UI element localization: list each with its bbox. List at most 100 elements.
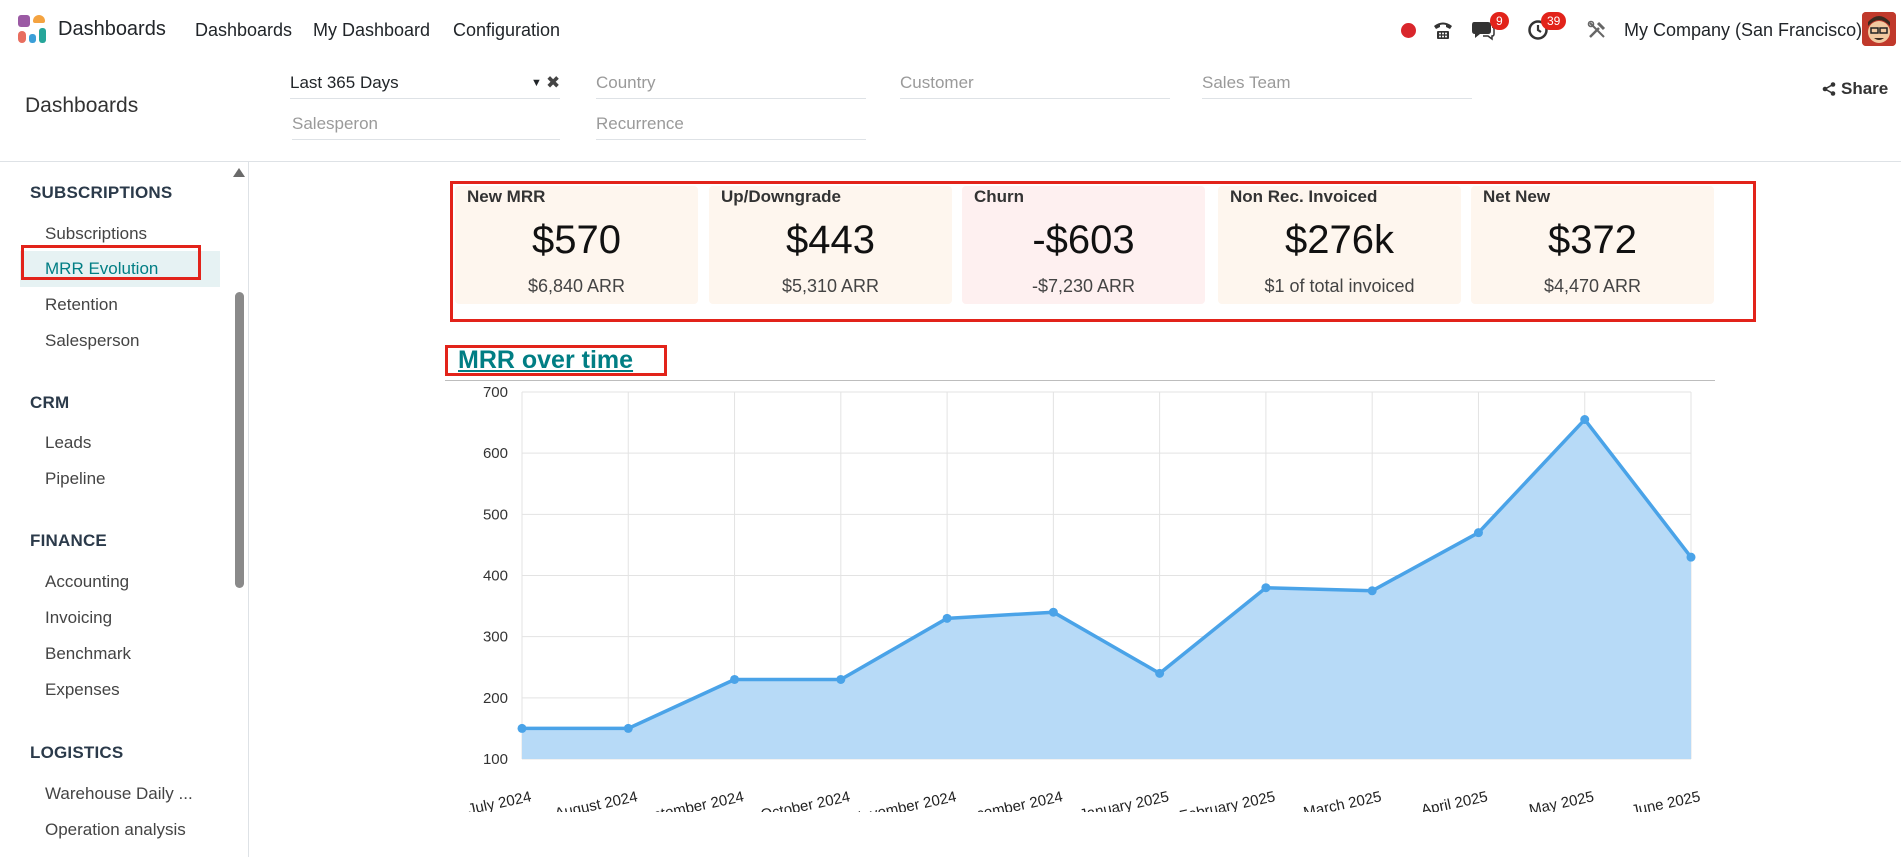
y-tick-label: 600 [483,445,508,462]
sidebar-item-retention[interactable]: Retention [45,295,118,314]
kpi-label: New MRR [467,187,546,206]
kpi-value: $570 [532,218,621,262]
kpi-subvalue: -$7,230 ARR [1031,276,1136,296]
sidebar-item-subscriptions[interactable]: Subscriptions [45,224,148,243]
share-icon [1822,82,1836,96]
data-point [1580,415,1590,425]
share-button[interactable]: Share [1822,79,1888,99]
chart-title-link[interactable]: MRR over time [458,346,634,374]
x-tick-label: February 2025 [1178,788,1277,812]
sidebar-item-leads[interactable]: Leads [45,433,92,452]
date-filter-select[interactable]: Last 365 Days ▼ ✖ [290,68,560,99]
x-tick-label: April 2025 [1420,788,1490,812]
scroll-up-arrow-icon[interactable] [233,168,245,177]
x-tick-label: June 2025 [1630,788,1702,812]
company-switcher[interactable]: My Company (San Francisco) [1624,20,1863,40]
menu-dashboards[interactable]: Dashboards [195,20,293,40]
y-tick-label: 300 [483,629,508,646]
messages-badge: 9 [1490,12,1509,30]
sidebar-item-salesperson[interactable]: Salesperson [45,331,140,350]
date-filter-value: Last 365 Days [290,73,399,92]
sidebar-item-invoicing[interactable]: Invoicing [45,608,113,627]
kpi-card-up-downgrade[interactable]: Up/Downgrade $443 $5,310 ARR [709,186,952,304]
sidebar-item-mrr-evolution[interactable]: MRR Evolution [45,259,159,278]
sales-team-filter-input[interactable]: Sales Team [1202,68,1472,99]
kpi-subvalue: $6,840 ARR [527,276,626,296]
data-point [1367,586,1377,596]
kpi-subvalue: $1 of total invoiced [1264,276,1415,296]
mrr-area-chart: 100 200 300 400 500 600 700 July 2024 August 202… [466,384,1702,812]
caret-down-icon[interactable]: ▼ [531,77,542,89]
sidebar-scrollbar-thumb[interactable] [235,292,244,588]
customer-filter-input[interactable]: Customer [900,68,1170,99]
section-logistics: LOGISTICS [30,743,124,762]
clear-filter-icon[interactable]: ✖ [546,73,561,92]
activity-clock-icon[interactable]: 39 [1525,12,1567,43]
data-point [1686,552,1696,562]
kpi-subvalue: $4,470 ARR [1543,276,1642,296]
data-point [517,723,527,733]
data-point [730,674,740,684]
x-tick-label: January 2025 [1078,788,1170,812]
y-tick-label: 500 [483,506,508,523]
data-point [623,723,633,733]
kpi-value: -$603 [1032,218,1135,262]
data-point [1473,528,1483,538]
kpi-card-net-new[interactable]: Net New $372 $4,470 ARR [1471,186,1714,304]
kpi-value: $443 [786,218,875,262]
salesperson-filter-input[interactable]: Salesperon [292,109,560,140]
menu-configuration[interactable]: Configuration [453,20,561,40]
series-line [522,417,1693,731]
kpi-value: $276k [1285,218,1394,262]
kpi-label: Churn [974,187,1025,206]
x-tick-label: October 2024 [759,788,851,812]
sidebar-item-operation-analysis[interactable]: Operation analysis [45,820,186,839]
active-item-highlight [20,251,220,287]
x-tick-label: December 2024 [956,788,1064,812]
data-point [1048,607,1058,617]
kpi-label: Net New [1483,187,1551,206]
sidebar-item-benchmark[interactable]: Benchmark [45,644,131,663]
data-point [1155,668,1165,678]
sidebar-item-expenses[interactable]: Expenses [45,680,120,699]
kpi-card-churn[interactable]: Churn -$603 -$7,230 ARR [962,186,1205,304]
app-grid-icon[interactable] [18,15,48,45]
kpi-label: Up/Downgrade [721,187,841,206]
kpi-label: Non Rec. Invoiced [1230,187,1378,206]
x-tick-label: September 2024 [633,788,745,812]
user-avatar[interactable] [1862,12,1896,46]
messages-icon[interactable]: 9 [1470,12,1509,43]
x-tick-label: March 2025 [1302,788,1383,812]
sidebar-item-warehouse-daily[interactable]: Warehouse Daily ... [45,784,193,803]
country-filter-input[interactable]: Country [596,68,866,99]
chart-title-divider [445,380,1715,381]
recording-dot-icon[interactable] [1398,17,1418,43]
y-tick-label: 400 [483,568,508,585]
x-tick-label: July 2024 [466,788,532,812]
share-label: Share [1841,79,1889,98]
debug-tools-icon[interactable] [1584,17,1610,43]
section-crm: CRM [30,393,70,412]
data-point [1261,583,1271,593]
y-tick-label: 100 [483,751,508,768]
kpi-subvalue: $5,310 ARR [781,276,880,296]
phone-icon[interactable] [1430,17,1456,43]
data-point [836,674,846,684]
y-tick-label: 700 [483,384,508,401]
kpi-card-non-rec-invoiced[interactable]: Non Rec. Invoiced $276k $1 of total invo… [1218,186,1461,304]
x-tick-label: November 2024 [850,788,958,812]
series-area [522,419,1691,759]
sidebar-item-accounting[interactable]: Accounting [45,572,130,591]
recurrence-filter-input[interactable]: Recurrence [596,109,866,140]
section-finance: FINANCE [30,531,107,550]
data-point [942,613,952,623]
kpi-value: $372 [1548,218,1637,262]
app-title[interactable]: Dashboards [58,18,166,40]
kpi-card-new-mrr[interactable]: New MRR $570 $6,840 ARR [455,186,698,304]
activities-badge: 39 [1541,12,1567,30]
section-subscriptions: SUBSCRIPTIONS [30,183,173,202]
menu-my-dashboard[interactable]: My Dashboard [313,20,431,40]
sidebar-item-pipeline[interactable]: Pipeline [45,469,106,488]
page-title: Dashboards [25,94,139,117]
control-panel [0,60,1901,162]
